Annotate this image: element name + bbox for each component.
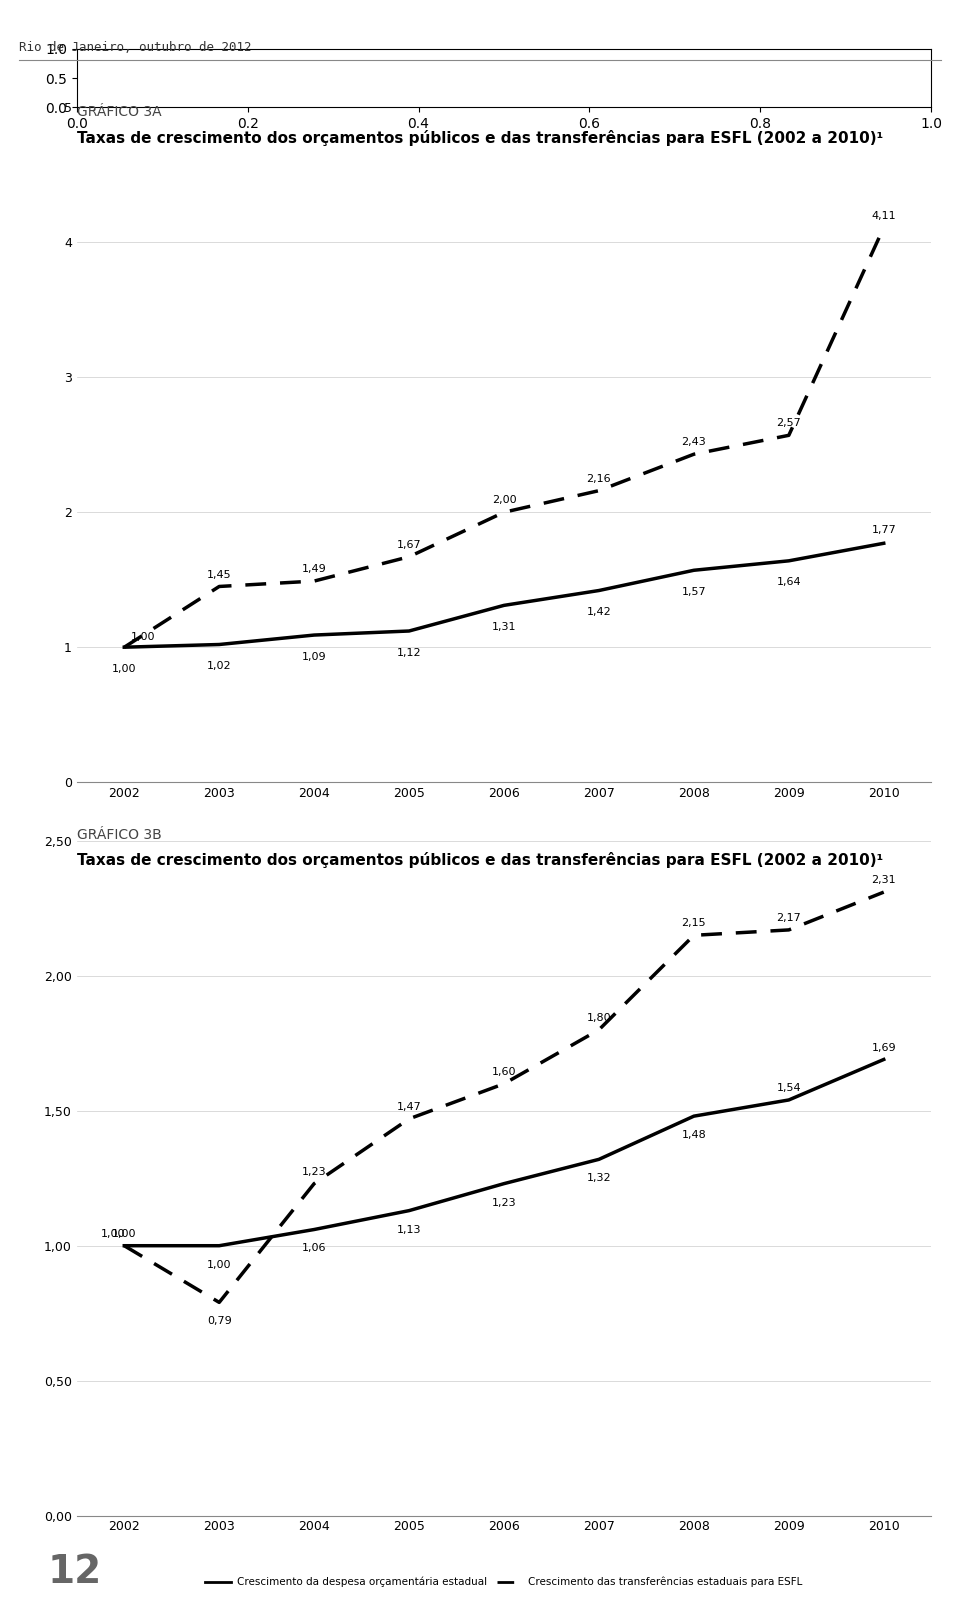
Text: 1,23: 1,23 xyxy=(492,1198,516,1208)
Text: 2,43: 2,43 xyxy=(682,437,707,448)
Text: Rio de Janeiro, outubro de 2012: Rio de Janeiro, outubro de 2012 xyxy=(19,41,252,54)
Text: Taxas de crescimento dos orçamentos públicos e das transferências para ESFL (200: Taxas de crescimento dos orçamentos públ… xyxy=(77,852,883,868)
Text: 1,32: 1,32 xyxy=(587,1173,612,1183)
Legend: Crescimento da despesa orçamentária estadual, Crescimento das transferências est: Crescimento da despesa orçamentária esta… xyxy=(202,1573,806,1592)
Text: 1,57: 1,57 xyxy=(682,588,707,597)
Text: 1,54: 1,54 xyxy=(777,1083,801,1092)
Text: GRÁFICO 3A: GRÁFICO 3A xyxy=(77,105,161,120)
Text: 1,06: 1,06 xyxy=(301,1243,326,1253)
Text: 1,64: 1,64 xyxy=(777,578,801,588)
Text: 1,02: 1,02 xyxy=(207,661,231,672)
Text: 1,49: 1,49 xyxy=(301,565,326,575)
Text: 1,23: 1,23 xyxy=(301,1167,326,1177)
Text: 1,13: 1,13 xyxy=(396,1224,421,1235)
Text: 1,09: 1,09 xyxy=(301,652,326,662)
Text: 2,17: 2,17 xyxy=(777,914,802,923)
Text: 1,42: 1,42 xyxy=(587,607,612,617)
Text: 1,67: 1,67 xyxy=(396,540,421,550)
Text: GRÁFICO 3B: GRÁFICO 3B xyxy=(77,828,161,842)
Text: 4,11: 4,11 xyxy=(872,211,896,221)
Text: 1,45: 1,45 xyxy=(207,570,231,579)
Text: 2,16: 2,16 xyxy=(587,474,612,484)
Text: 1,31: 1,31 xyxy=(492,622,516,631)
Text: 2,31: 2,31 xyxy=(872,875,896,885)
Text: 1,77: 1,77 xyxy=(872,524,896,536)
Text: Taxas de crescimento dos orçamentos públicos e das transferências para ESFL (200: Taxas de crescimento dos orçamentos públ… xyxy=(77,130,883,146)
Text: 1,60: 1,60 xyxy=(492,1066,516,1076)
Text: 1,00: 1,00 xyxy=(112,664,136,674)
Text: 1,00: 1,00 xyxy=(132,631,156,641)
Legend: Crescimento da despesa orçamentária municipal, Crescimento das transferências mu: Crescimento da despesa orçamentária muni… xyxy=(193,839,815,859)
Text: 1,12: 1,12 xyxy=(396,648,421,657)
Text: 2,15: 2,15 xyxy=(682,919,707,928)
Text: 1,47: 1,47 xyxy=(396,1102,421,1112)
Text: 1,48: 1,48 xyxy=(682,1130,707,1139)
Text: 0,79: 0,79 xyxy=(206,1316,231,1326)
Text: Rio de Janeiro, outubro de 2012: Rio de Janeiro, outubro de 2012 xyxy=(77,71,336,84)
Text: 1,80: 1,80 xyxy=(587,1013,612,1022)
Text: 1,00: 1,00 xyxy=(112,1229,136,1238)
Text: 2,00: 2,00 xyxy=(492,495,516,505)
Text: 1,00: 1,00 xyxy=(207,1259,231,1269)
Text: 1,69: 1,69 xyxy=(872,1042,896,1053)
Text: 2,57: 2,57 xyxy=(777,419,802,428)
Text: 12: 12 xyxy=(48,1553,103,1591)
Text: 1,00: 1,00 xyxy=(101,1229,126,1238)
